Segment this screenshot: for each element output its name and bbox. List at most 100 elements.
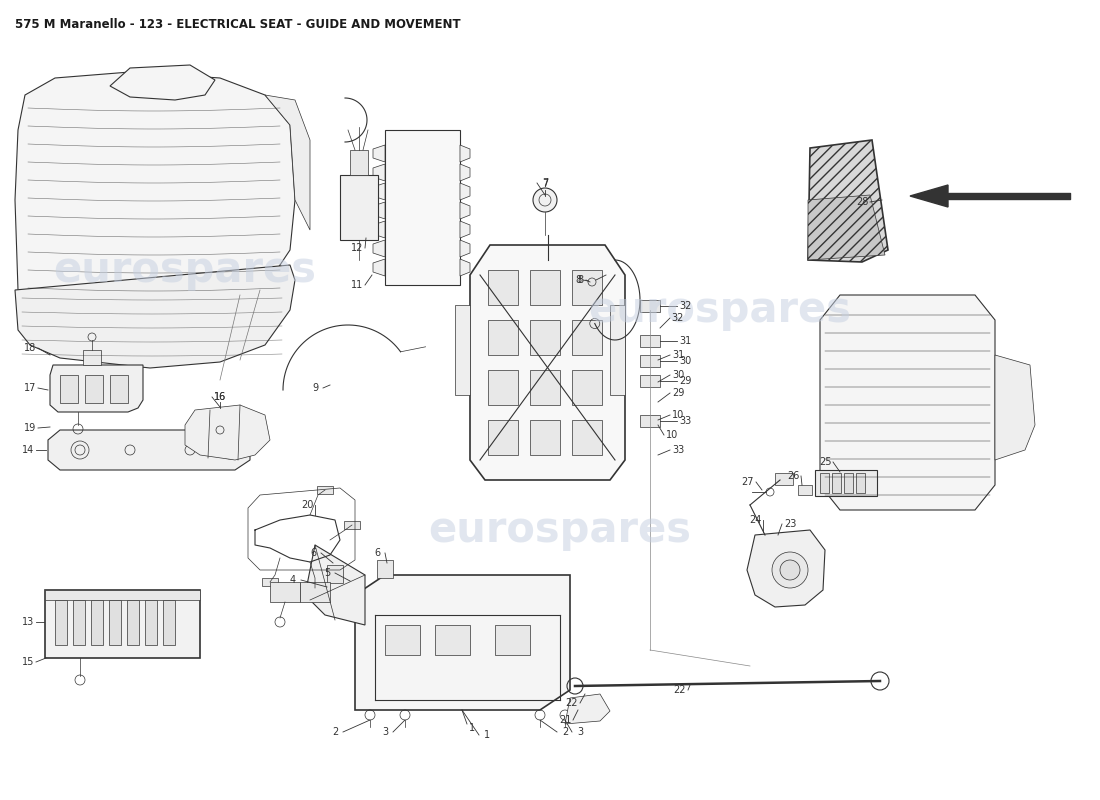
Bar [145, 600, 157, 645]
Text: 6: 6 [374, 548, 381, 558]
Text: 4: 4 [290, 575, 296, 585]
Polygon shape [373, 202, 385, 219]
Text: 22: 22 [673, 685, 686, 695]
Polygon shape [373, 221, 385, 238]
Bar [109, 600, 121, 645]
Text: 16: 16 [213, 392, 227, 402]
Text: 11: 11 [351, 280, 363, 290]
Text: 22: 22 [565, 698, 579, 708]
Bar [91, 600, 103, 645]
Polygon shape [808, 195, 886, 260]
Text: 20: 20 [300, 500, 313, 510]
Bar [307, 584, 323, 592]
Polygon shape [185, 405, 270, 460]
Text: 21: 21 [559, 715, 571, 725]
Polygon shape [565, 694, 610, 724]
Bar [317, 486, 333, 494]
Bar [126, 600, 139, 645]
Bar [45, 590, 200, 658]
Text: eurospares: eurospares [54, 249, 317, 291]
Circle shape [772, 552, 808, 588]
Polygon shape [377, 560, 393, 578]
Bar [385, 130, 460, 285]
Polygon shape [640, 355, 660, 367]
Text: 2: 2 [562, 727, 568, 737]
Bar [832, 473, 842, 493]
Text: 15: 15 [22, 657, 34, 667]
Text: 18: 18 [24, 343, 36, 353]
Polygon shape [373, 240, 385, 257]
Bar [344, 521, 360, 529]
Bar [856, 473, 865, 493]
Text: 10: 10 [672, 410, 684, 420]
Text: 12: 12 [351, 243, 363, 253]
Text: 3: 3 [576, 727, 583, 737]
Text: 31: 31 [679, 336, 691, 346]
Bar [73, 600, 85, 645]
Text: 1: 1 [469, 723, 475, 733]
Bar [572, 370, 602, 405]
Bar [262, 578, 278, 586]
Text: eurospares: eurospares [588, 289, 851, 331]
Text: 8: 8 [576, 275, 583, 285]
Text: 23: 23 [784, 519, 796, 529]
Polygon shape [910, 185, 948, 207]
Text: 26: 26 [786, 471, 800, 481]
Text: 19: 19 [24, 423, 36, 433]
Text: 27: 27 [741, 477, 755, 487]
Text: 31: 31 [672, 350, 684, 360]
Text: 7: 7 [542, 178, 548, 188]
Polygon shape [15, 72, 295, 348]
Text: 2: 2 [332, 727, 338, 737]
Polygon shape [373, 164, 385, 181]
Text: 9: 9 [312, 383, 318, 393]
Bar [798, 485, 812, 495]
Bar [572, 320, 602, 355]
Circle shape [780, 560, 800, 580]
Bar [530, 270, 560, 305]
Text: 1: 1 [484, 730, 491, 740]
Bar [55, 600, 67, 645]
Polygon shape [808, 140, 888, 262]
Bar [530, 320, 560, 355]
Text: 14: 14 [22, 445, 34, 455]
Bar [530, 420, 560, 455]
Bar [163, 600, 175, 645]
Polygon shape [265, 95, 310, 230]
Polygon shape [640, 415, 660, 427]
Bar [572, 420, 602, 455]
Bar [776, 473, 793, 485]
Polygon shape [305, 545, 365, 625]
Bar [110, 375, 128, 403]
Polygon shape [355, 575, 570, 710]
Text: 10: 10 [666, 430, 678, 440]
Text: 25: 25 [818, 457, 832, 467]
Text: 32: 32 [679, 301, 691, 311]
Polygon shape [495, 625, 530, 655]
Polygon shape [820, 295, 996, 510]
Text: 29: 29 [672, 388, 684, 398]
Text: 575 M Maranello - 123 - ELECTRICAL SEAT - GUIDE AND MOVEMENT: 575 M Maranello - 123 - ELECTRICAL SEAT … [15, 18, 461, 31]
Polygon shape [50, 365, 143, 412]
Polygon shape [460, 145, 470, 162]
Bar [300, 582, 330, 602]
Polygon shape [110, 65, 214, 100]
Bar [60, 375, 78, 403]
Polygon shape [373, 145, 385, 162]
Polygon shape [373, 259, 385, 276]
Polygon shape [455, 305, 470, 395]
Polygon shape [15, 265, 295, 368]
Bar [82, 350, 101, 365]
Circle shape [534, 188, 557, 212]
Text: 33: 33 [679, 416, 691, 426]
Polygon shape [460, 202, 470, 219]
Polygon shape [460, 164, 470, 181]
Bar [572, 270, 602, 305]
Polygon shape [470, 245, 625, 480]
Bar [488, 420, 518, 455]
Polygon shape [340, 175, 378, 240]
Bar [270, 582, 300, 602]
Polygon shape [373, 183, 385, 200]
Polygon shape [747, 530, 825, 607]
Bar [820, 473, 829, 493]
